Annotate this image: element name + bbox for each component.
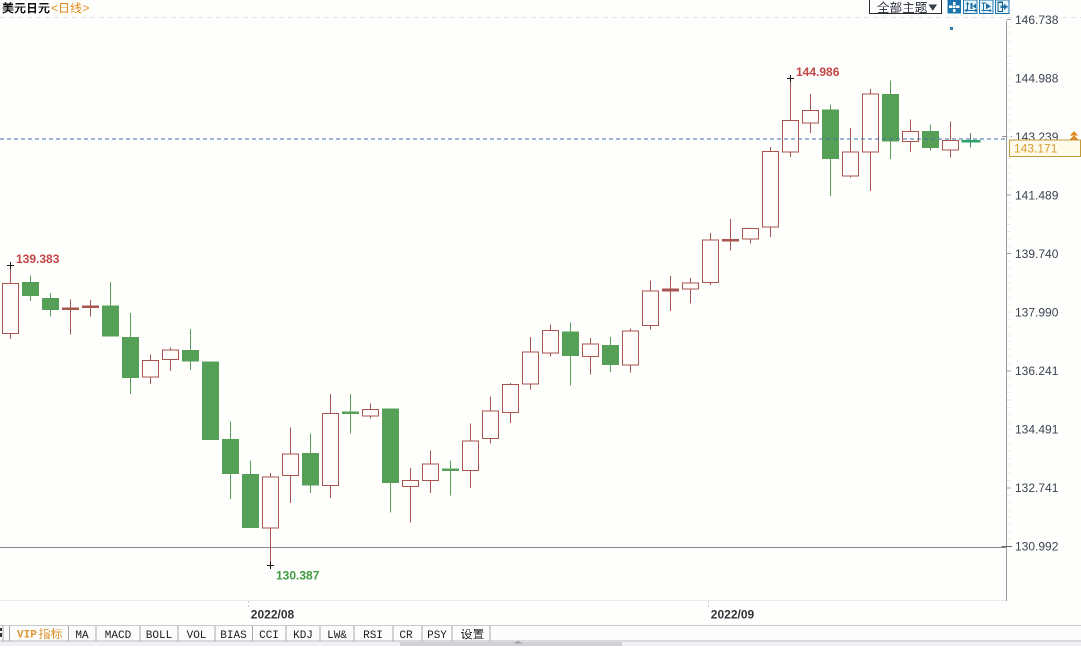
svg-text:BOLL: BOLL <box>146 630 172 642</box>
svg-text:<: < <box>51 1 58 15</box>
svg-text:137.990: 137.990 <box>1015 306 1059 320</box>
svg-text:144.988: 144.988 <box>1015 71 1059 85</box>
svg-text:136.241: 136.241 <box>1015 364 1059 378</box>
svg-text:146.738: 146.738 <box>1015 13 1059 27</box>
svg-text:132.741: 132.741 <box>1015 481 1059 495</box>
svg-text:139.383: 139.383 <box>16 252 60 266</box>
svg-text:130.992: 130.992 <box>1015 540 1059 554</box>
svg-text:139.740: 139.740 <box>1015 247 1059 261</box>
svg-text:2022/08: 2022/08 <box>251 607 295 621</box>
svg-text:LW&: LW& <box>327 630 347 642</box>
svg-text:MA: MA <box>75 630 89 642</box>
svg-text:PSY: PSY <box>427 630 447 642</box>
svg-text:144.986: 144.986 <box>796 65 840 79</box>
svg-text:2022/09: 2022/09 <box>711 607 755 621</box>
svg-text:KDJ: KDJ <box>293 630 313 642</box>
svg-text:RSI: RSI <box>363 630 383 642</box>
svg-text:>: > <box>83 1 90 15</box>
svg-text:BIAS: BIAS <box>220 630 247 642</box>
svg-text:134.491: 134.491 <box>1015 423 1059 437</box>
svg-text:MACD: MACD <box>105 630 132 642</box>
svg-text:143.171: 143.171 <box>1014 142 1058 156</box>
svg-text:CCI: CCI <box>259 630 279 642</box>
svg-text:VOL: VOL <box>187 630 207 642</box>
svg-text:141.489: 141.489 <box>1015 188 1059 202</box>
svg-text:VIP: VIP <box>17 630 37 642</box>
svg-text:130.387: 130.387 <box>276 568 320 582</box>
svg-text:CR: CR <box>399 630 413 642</box>
